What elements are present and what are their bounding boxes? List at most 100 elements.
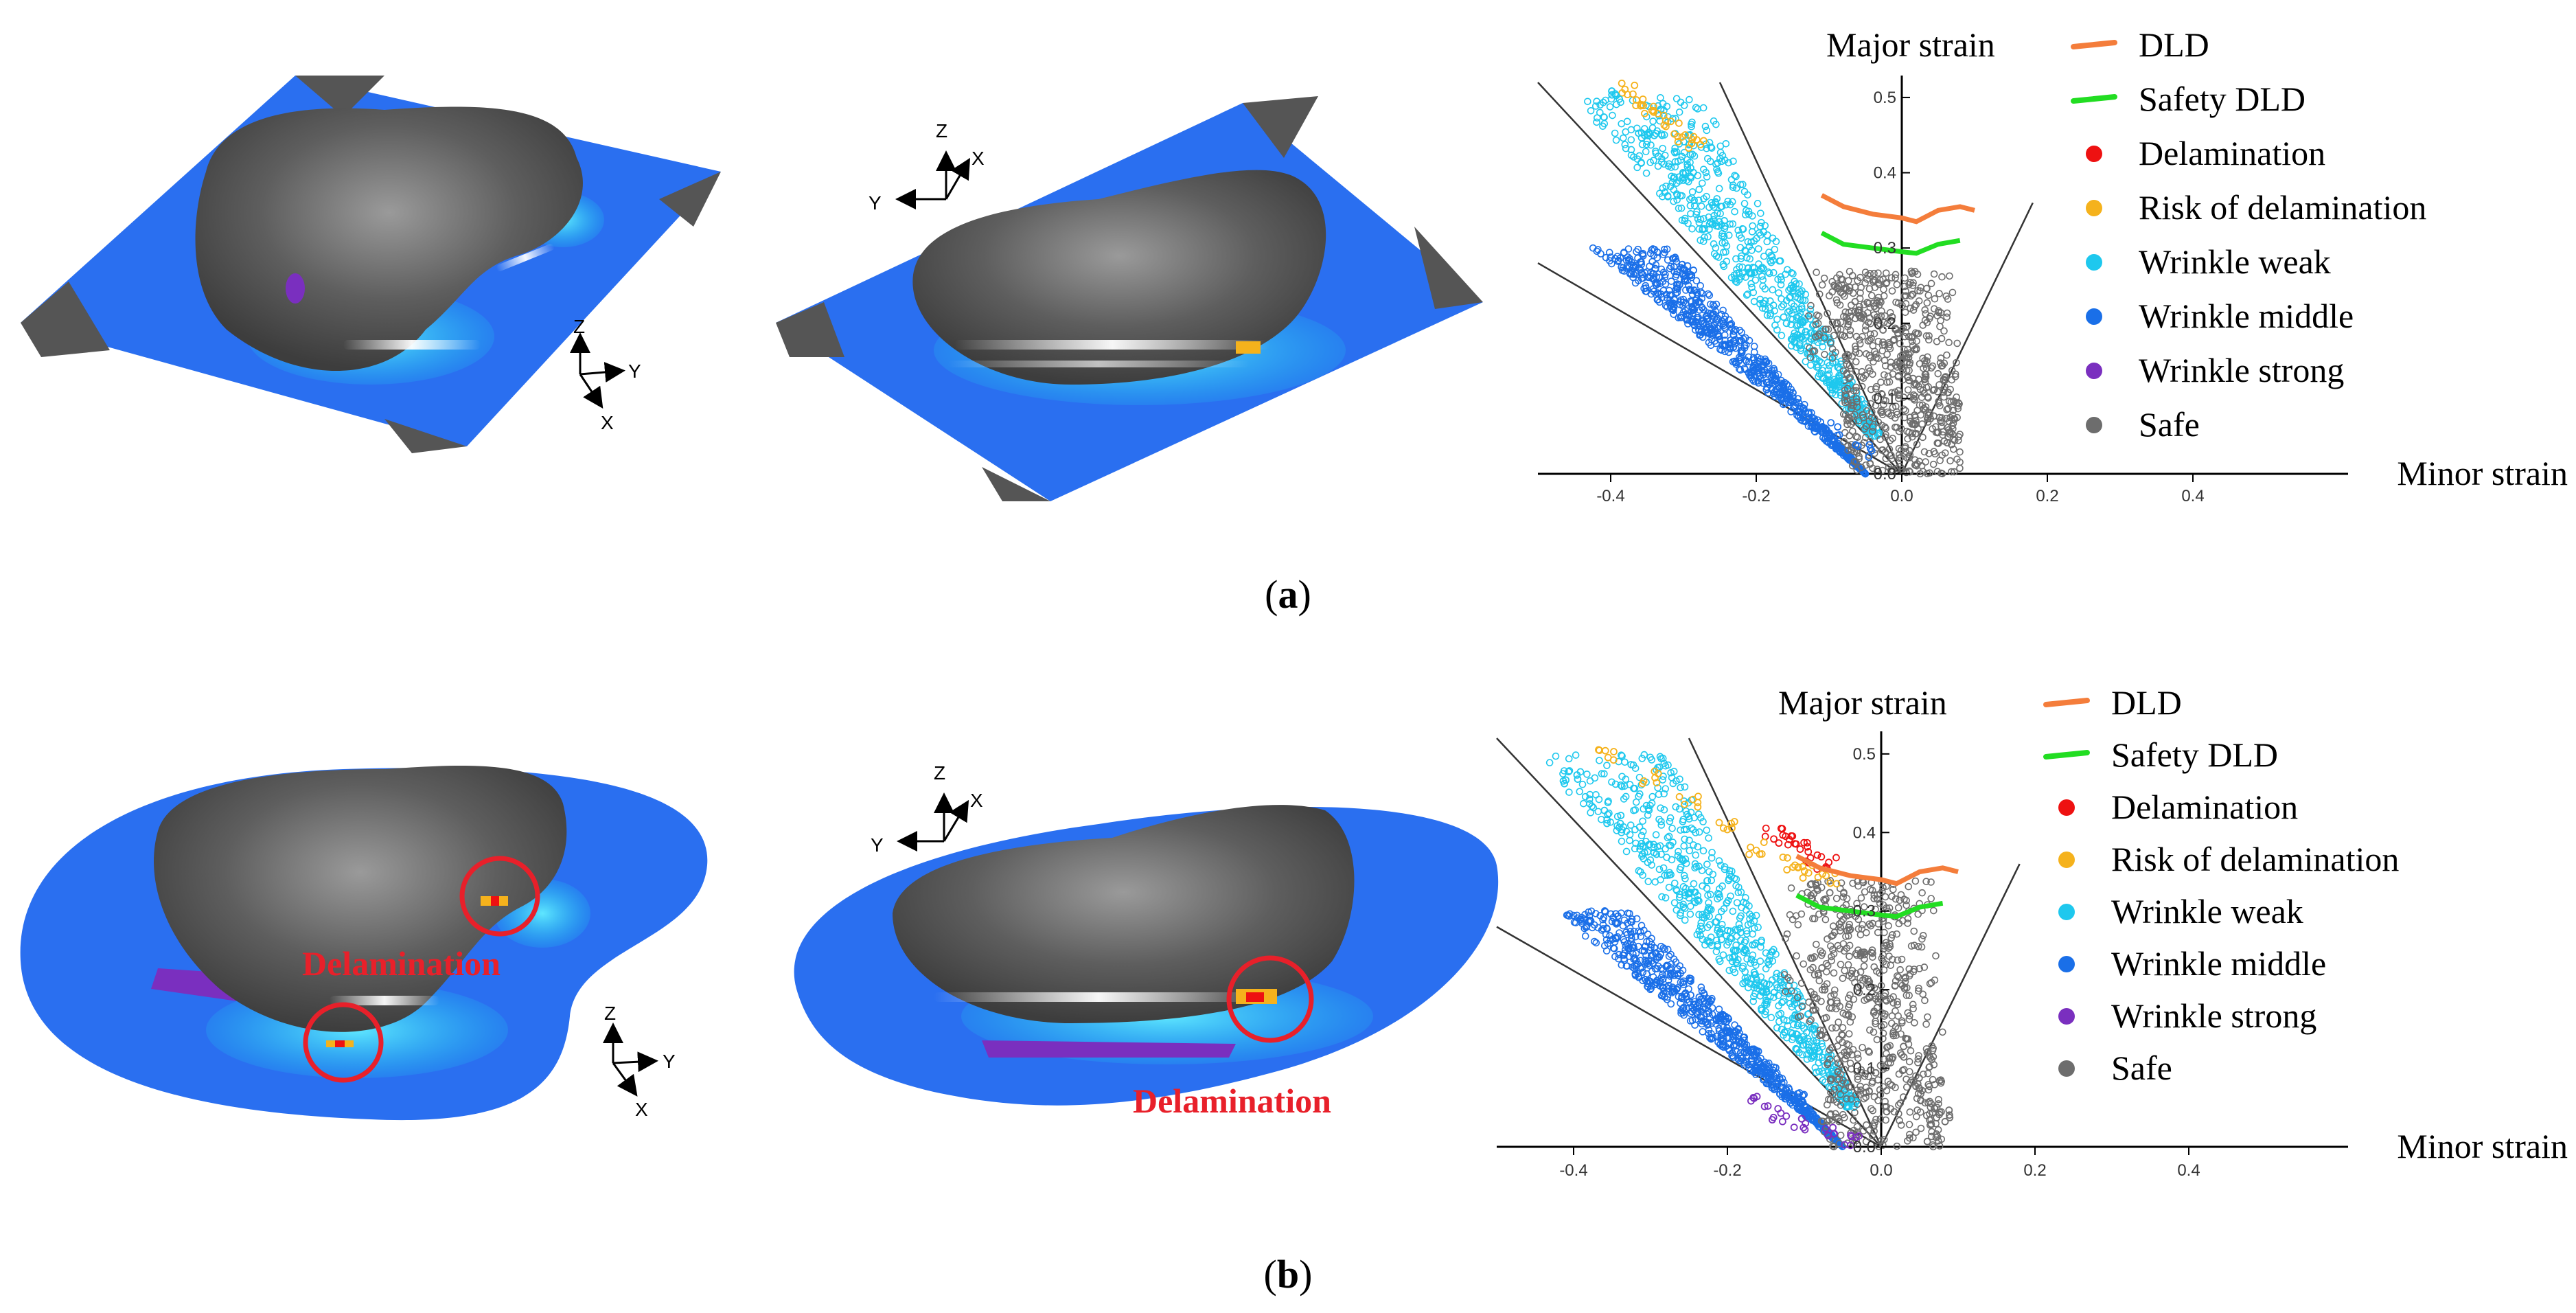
scatter-point (1745, 336, 1753, 345)
scatter-point (1593, 118, 1600, 126)
legend-swatch-line (2071, 94, 2117, 104)
scatter-point (1621, 141, 1629, 148)
scatter-point (1775, 839, 1783, 847)
scatter-point (1832, 391, 1840, 399)
scatter-point (1671, 144, 1679, 152)
scatter-point (1769, 389, 1778, 398)
scatter-point (1842, 313, 1850, 321)
scatter-point (1639, 817, 1646, 825)
dome-highlight (496, 244, 555, 271)
scatter-point (1924, 291, 1933, 299)
scatter-point (1729, 220, 1737, 228)
scatter-point (1870, 269, 1878, 277)
scatter-point (1578, 780, 1587, 788)
scatter-point (1820, 334, 1828, 342)
scatter-point (1629, 90, 1637, 98)
scatter-point (1865, 453, 1873, 461)
scatter-point (1862, 433, 1870, 442)
scatter-point (1902, 447, 1909, 455)
scatter-point (1878, 341, 1887, 349)
axis-label-y: Y (628, 361, 641, 382)
scatter-point (1718, 346, 1726, 354)
scatter-point (1572, 751, 1580, 759)
legend-label: Delamination (2111, 788, 2298, 826)
scatter-point (1750, 343, 1758, 350)
scatter-point (1837, 275, 1845, 283)
scatter-point (1894, 411, 1901, 418)
scatter-point (1932, 952, 1940, 960)
scatter-point (1787, 884, 1795, 892)
scatter-point (1688, 271, 1696, 279)
scatter-point (1821, 326, 1829, 333)
scatter-point (1713, 209, 1721, 217)
scatter-point (1863, 299, 1872, 306)
scatter-point (1905, 1121, 1913, 1128)
scatter-point (1813, 311, 1821, 319)
scatter-point (1705, 323, 1714, 331)
scatter-point (1897, 446, 1905, 455)
scatter-point (1906, 413, 1914, 422)
scatter-point (1913, 460, 1921, 468)
scatter-point (1609, 111, 1616, 119)
scatter-point (1671, 158, 1679, 165)
scatter-point (1591, 102, 1600, 110)
scatter-point (1925, 336, 1933, 344)
scatter-point (1660, 806, 1668, 814)
scatter-point (1808, 424, 1817, 431)
scatter-point (1947, 398, 1955, 406)
legend-label: Safe (2139, 405, 2200, 444)
scatter-point (1859, 921, 1867, 928)
delamination-annotation: Delamination (1133, 1082, 1331, 1120)
scatter-point (1622, 128, 1630, 136)
series-wrinkle-weak (1545, 751, 1861, 1112)
scatter-point (1887, 317, 1895, 325)
scatter-point (1805, 998, 1813, 1006)
legend-swatch-dot (2086, 200, 2102, 216)
scatter-point (1673, 196, 1681, 204)
scatter-point (1908, 337, 1916, 345)
scatter-point (1619, 134, 1627, 142)
scatter-point (1810, 336, 1819, 344)
scatter-point (1921, 356, 1929, 365)
scatter-point (1878, 446, 1887, 454)
scatter-point (1732, 326, 1740, 334)
scatter-point (1941, 1117, 1949, 1126)
scatter-point (1948, 367, 1956, 374)
scatter-point (1858, 466, 1865, 474)
scatter-point (1925, 409, 1933, 416)
scatter-point (1699, 238, 1707, 245)
scatter-point (1690, 202, 1699, 209)
scatter-point (1656, 190, 1664, 198)
scatter-point (1905, 354, 1913, 362)
scatter-point (1714, 330, 1722, 339)
scatter-point (1844, 446, 1852, 454)
scatter-point (1659, 144, 1667, 152)
scatter-point (1728, 1049, 1736, 1057)
scatter-point (1744, 264, 1752, 272)
scatter-point (1698, 987, 1706, 995)
scatter-point (1705, 1013, 1714, 1021)
scatter-point (1692, 277, 1701, 285)
scatter-point (1703, 323, 1711, 331)
scatter-point (1704, 290, 1712, 298)
scatter-point (1789, 389, 1797, 397)
strain-boundary-line (1688, 738, 1883, 1148)
scatter-point (1911, 303, 1919, 310)
scatter-point (1635, 277, 1642, 284)
scatter-point (1762, 305, 1769, 312)
scatter-point (1953, 339, 1961, 347)
scatter-point (1681, 131, 1689, 139)
scatter-point (1697, 203, 1705, 210)
scatter-point (1907, 267, 1916, 275)
scatter-point (1769, 286, 1777, 294)
scatter-point (1956, 464, 1964, 472)
scatter-point (1620, 249, 1628, 257)
scatter-point (1797, 316, 1805, 324)
scatter-point (1842, 356, 1850, 364)
scatter-point (1943, 309, 1951, 317)
scatter-point (1681, 916, 1689, 924)
scatter-point (1710, 310, 1718, 318)
scatter-point (1924, 393, 1932, 401)
